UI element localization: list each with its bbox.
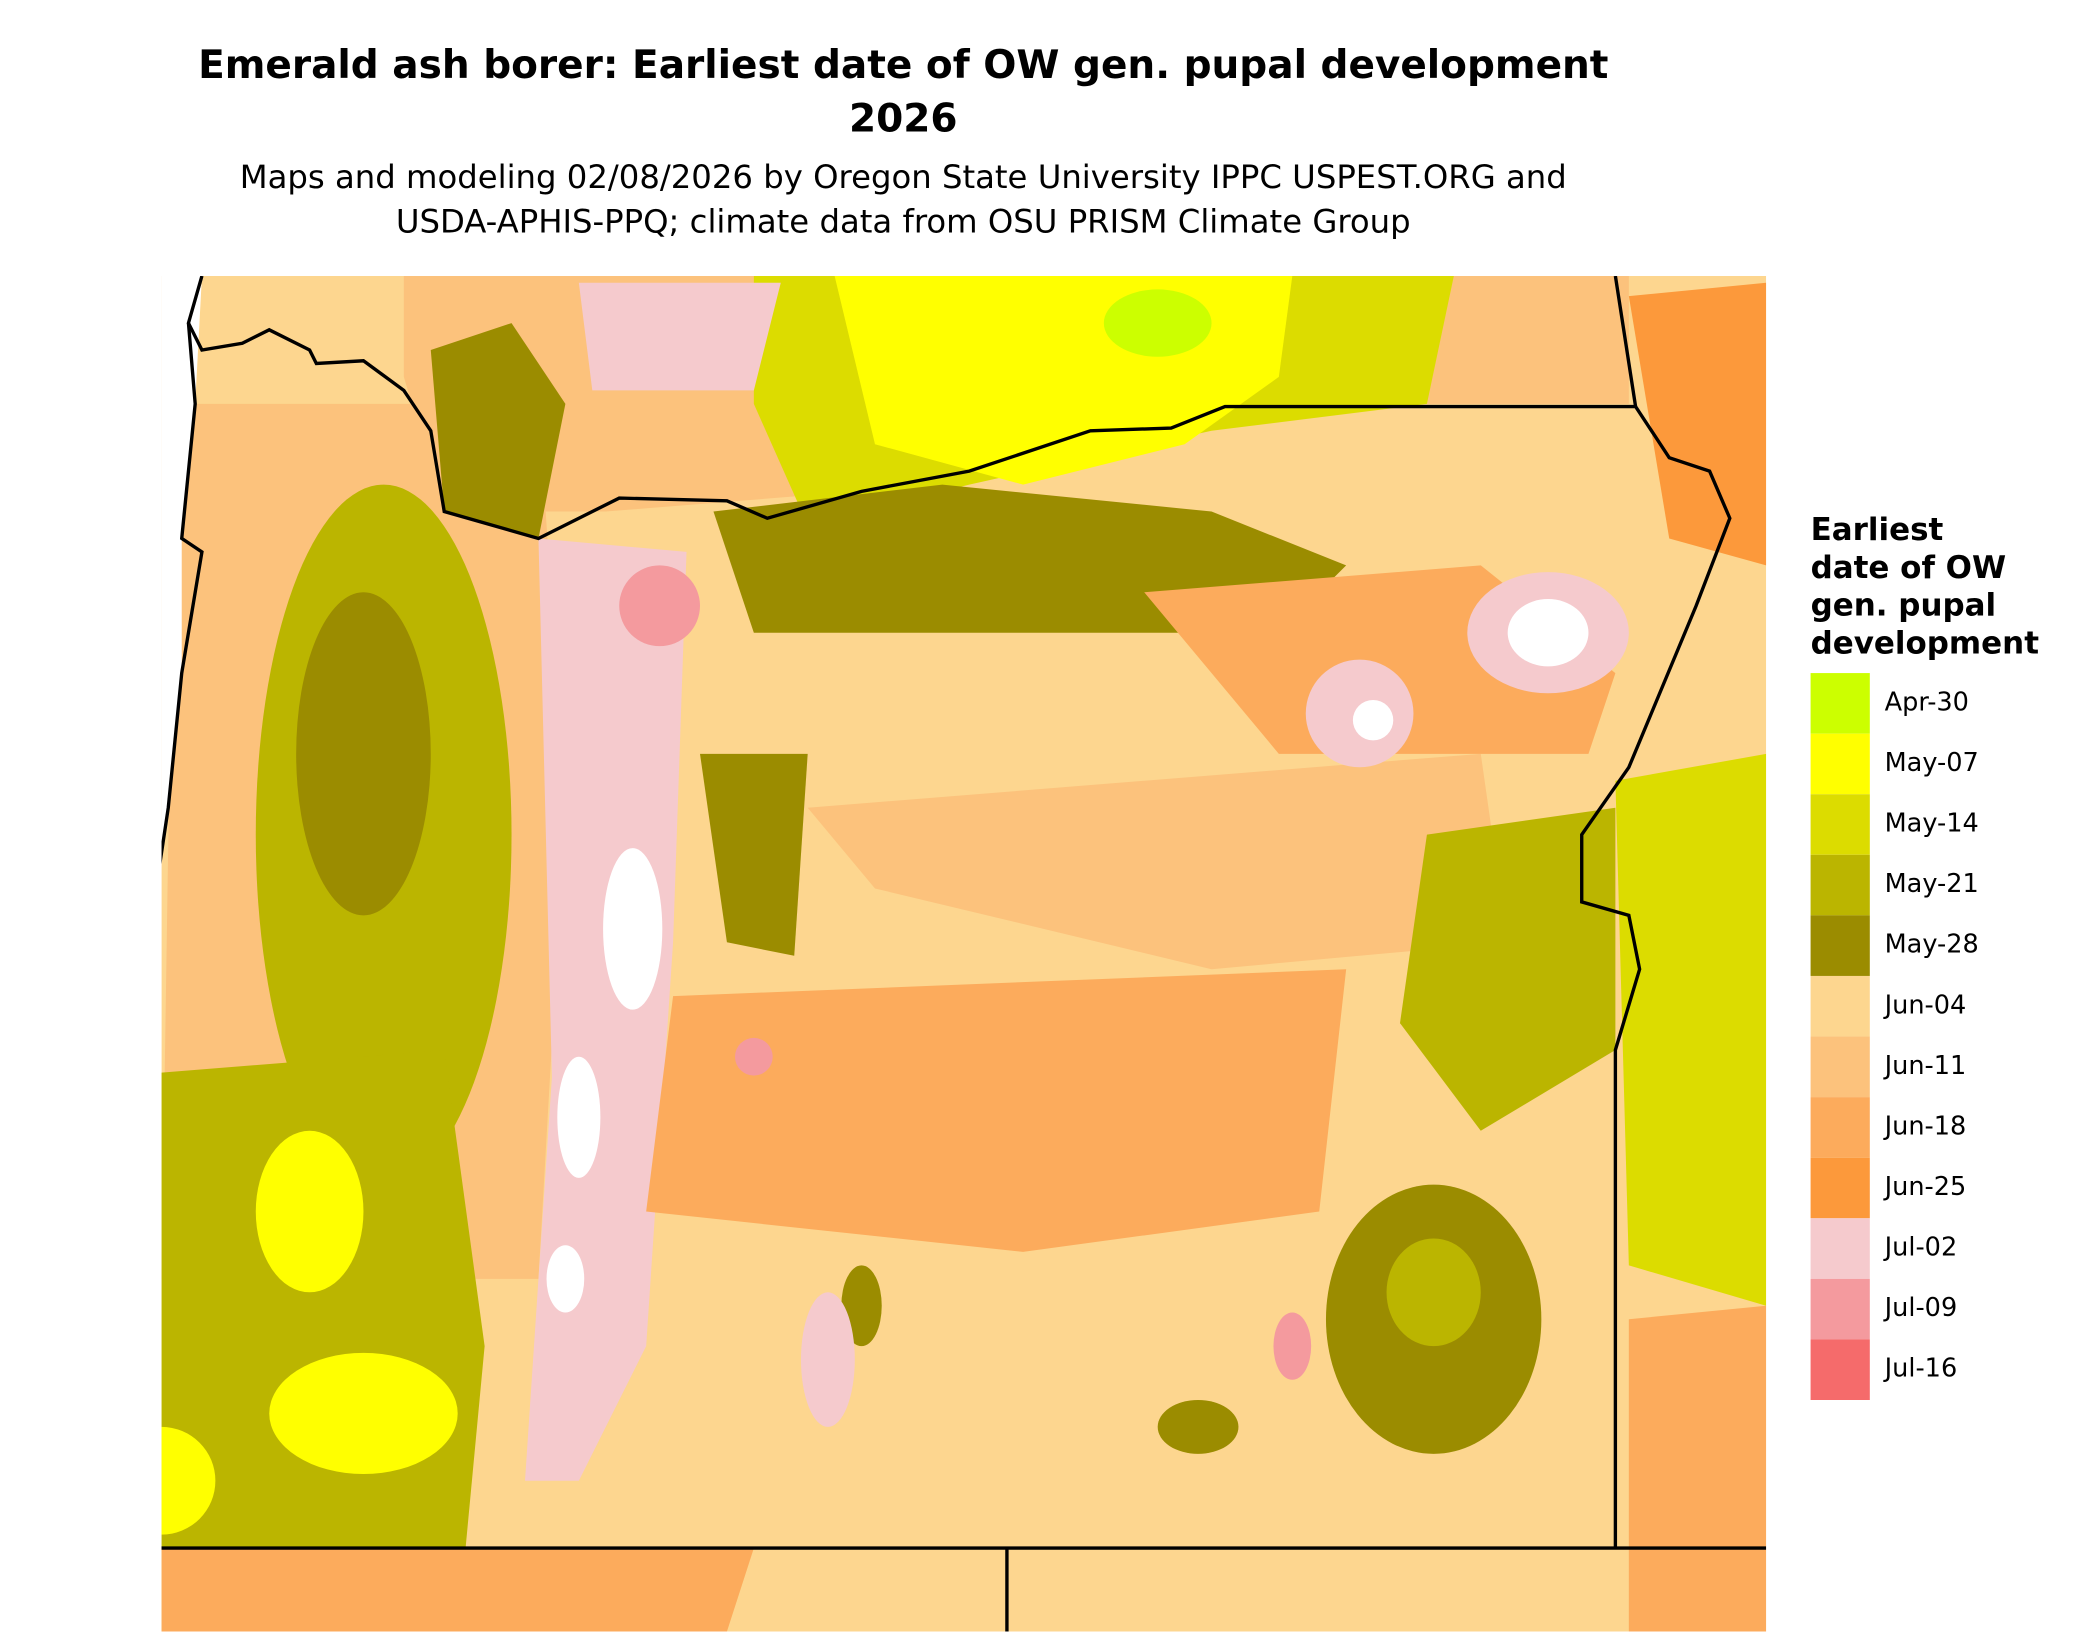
legend-label: May-07 (1885, 748, 1979, 778)
legend-title: development (1811, 625, 2040, 661)
map-region (161, 1548, 754, 1632)
map-region (546, 1245, 585, 1313)
legend-label: Jun-25 (1883, 1172, 1967, 1202)
map-region (807, 753, 1508, 970)
map-region (1386, 1238, 1481, 1347)
legend-swatch (1810, 794, 1870, 855)
state-border (1613, 275, 1638, 407)
map-region (557, 1056, 601, 1178)
subtitle: USDA-APHIS-PPQ; climate data from OSU PR… (396, 202, 1411, 240)
legend-swatch (1810, 733, 1870, 795)
map-region (161, 1050, 485, 1632)
legend-label: Apr-30 (1885, 687, 1969, 717)
state-border (186, 275, 1732, 1549)
map-region (646, 969, 1347, 1252)
map-region (1352, 700, 1394, 741)
legend-title: Earliest (1811, 512, 1944, 548)
map-region (269, 1352, 458, 1475)
map-region (1628, 282, 1767, 566)
map-region (841, 1265, 882, 1347)
legend-swatch (1810, 1157, 1870, 1219)
map-region (619, 565, 700, 647)
legend-label: May-14 (1885, 809, 1979, 839)
legend-label: Jun-18 (1883, 1111, 1967, 1141)
ocean (161, 275, 202, 1632)
map-region (1157, 1400, 1239, 1454)
map-region (603, 848, 663, 1010)
legend-swatch (1810, 854, 1870, 916)
title: Emerald ash borer: Earliest date of OW g… (198, 43, 1608, 88)
legend-label: May-21 (1885, 869, 1979, 899)
legend-label: Jun-04 (1883, 990, 1967, 1020)
map-region (578, 282, 781, 391)
map-region (1103, 289, 1212, 357)
map-region (700, 753, 808, 956)
legend-swatch (1810, 1218, 1870, 1279)
map-region (1400, 807, 1616, 1131)
title: 2026 (849, 97, 958, 142)
map-region (1507, 599, 1589, 667)
legend-swatch (1810, 915, 1870, 976)
legend-title: gen. pupal (1811, 588, 1997, 624)
legend-swatch (1810, 1097, 1870, 1158)
legend-swatch (1810, 1036, 1870, 1098)
legend-label: Jul-09 (1883, 1293, 1958, 1323)
legend-swatch (1810, 1339, 1870, 1400)
subtitle: Maps and modeling 02/08/2026 by Oregon S… (240, 158, 1567, 196)
map (161, 275, 1767, 1632)
map-region (1273, 1312, 1312, 1380)
coastline (161, 322, 204, 864)
map-region (296, 592, 431, 916)
legend-label: Jun-11 (1883, 1051, 1967, 1081)
legend-label: May-28 (1885, 930, 1979, 960)
legend-label: Jul-02 (1883, 1233, 1958, 1263)
legend-label: Jul-16 (1883, 1354, 1958, 1384)
map-region (161, 1426, 216, 1535)
legend-swatch (1810, 673, 1870, 734)
map-region (430, 323, 566, 539)
map-region (800, 1292, 855, 1427)
map-region (735, 1037, 773, 1076)
map-region (1628, 1305, 1767, 1632)
legend-swatch (1810, 1278, 1870, 1340)
legend-swatch (1810, 975, 1870, 1037)
legend-title: date of OW (1811, 550, 2007, 586)
map-region (255, 1130, 364, 1293)
map-region (1615, 753, 1767, 1306)
